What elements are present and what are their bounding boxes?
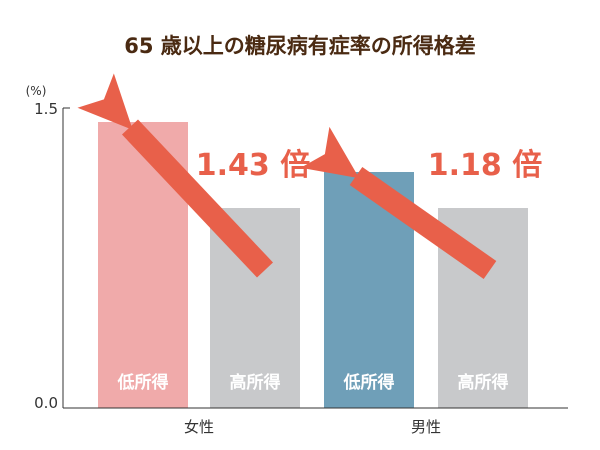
- y-tick-label-min: 0.0: [34, 394, 58, 412]
- ratio-label-male: 1.18 倍: [428, 148, 542, 183]
- bar-label: 低所得: [117, 372, 169, 393]
- arrow-male: [300, 126, 497, 280]
- bar-label: 高所得: [230, 372, 281, 393]
- y-axis-unit: (%): [26, 84, 47, 98]
- arrow-female: [77, 73, 273, 278]
- category-label-female: 女性: [184, 418, 214, 436]
- chart-title: 65 歳以上の糖尿病有症率の所得格差: [124, 34, 476, 58]
- category-label-male: 男性: [411, 418, 441, 436]
- ratio-label-female: 1.43 倍: [196, 148, 310, 183]
- y-tick-label-max: 1.5: [34, 100, 58, 118]
- bar-label: 高所得: [458, 372, 509, 393]
- bar-label: 低所得: [343, 372, 395, 393]
